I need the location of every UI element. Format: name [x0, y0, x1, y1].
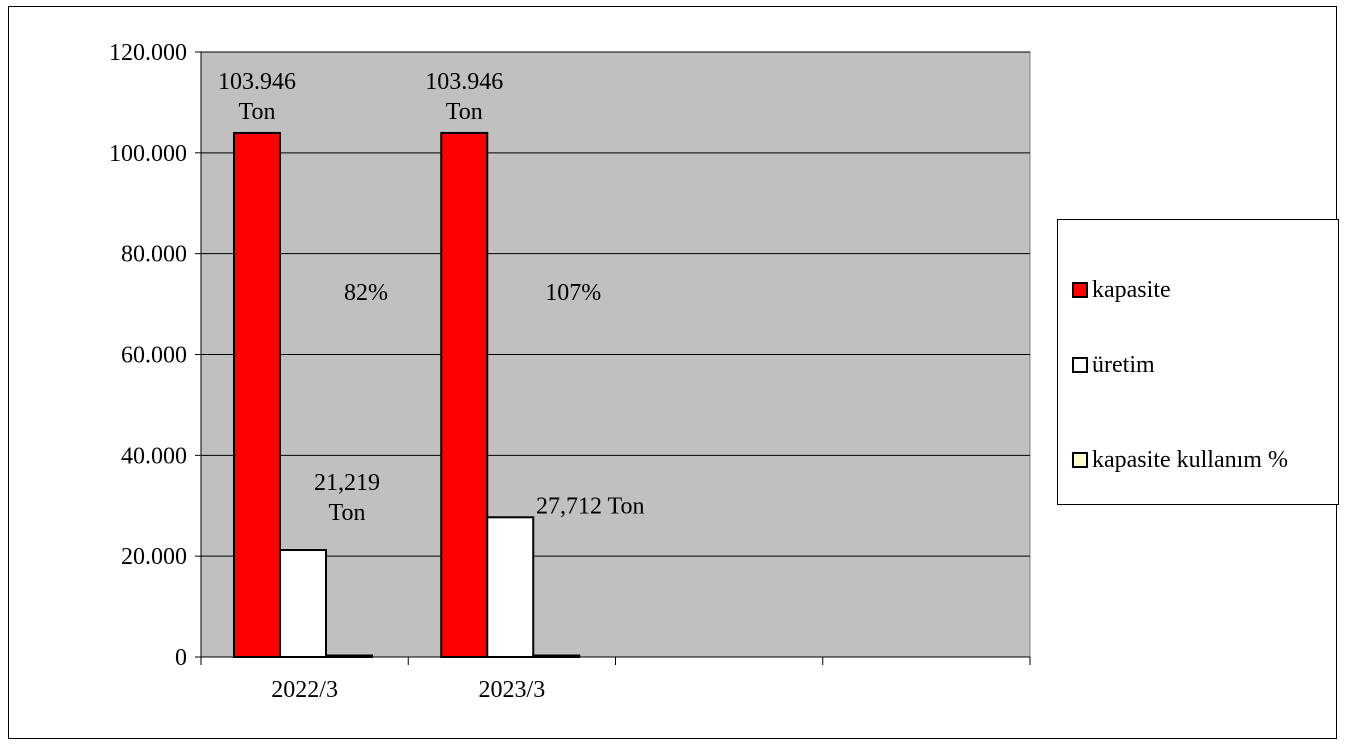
bar-kapasite [440, 131, 489, 659]
data-label: Ton [446, 99, 483, 125]
y-tick-label: 80.000 [121, 242, 187, 268]
legend-label-kapasite: kapasite [1092, 276, 1171, 303]
y-tick-label: 120.000 [109, 40, 187, 66]
y-tick-label: 0 [175, 645, 187, 671]
data-label: 103.946 [425, 69, 503, 95]
y-tick-label: 40.000 [121, 443, 187, 469]
legend-swatch-uretim [1072, 357, 1088, 373]
bar--retim [279, 549, 327, 658]
data-label: 107% [545, 280, 601, 306]
legend-item-kapasite-kullanim: kapasite kullanım % [1072, 445, 1288, 475]
y-tick-label: 100.000 [109, 141, 187, 167]
data-label: Ton [329, 500, 366, 526]
legend-label-kapasite-kullanim: kapasite kullanım % [1092, 446, 1288, 473]
x-tick-label: 2022/3 [271, 677, 338, 703]
legend-swatch-kapasite [1072, 282, 1088, 298]
bar-kapasite-kullan-m- [532, 654, 581, 658]
legend-label-uretim: üretim [1092, 351, 1155, 378]
data-label: 103.946 [218, 69, 296, 95]
bar-kapasite-kullan-m- [325, 654, 373, 658]
data-label: Ton [239, 99, 276, 125]
x-tick-label: 2023/3 [479, 677, 546, 703]
data-label: 82% [344, 280, 388, 306]
bar--retim [486, 516, 535, 658]
bar-kapasite [233, 131, 281, 659]
data-label: 27,712 Ton [536, 493, 645, 519]
y-tick-label: 20.000 [121, 544, 187, 570]
legend: kapasite üretim kapasite kullanım % [1057, 219, 1339, 505]
y-tick-label: 60.000 [121, 343, 187, 369]
legend-item-kapasite: kapasite [1072, 275, 1171, 305]
legend-swatch-kapasite-kullanim [1072, 452, 1088, 468]
legend-item-uretim: üretim [1072, 350, 1155, 380]
data-label: 21,219 [314, 470, 380, 496]
